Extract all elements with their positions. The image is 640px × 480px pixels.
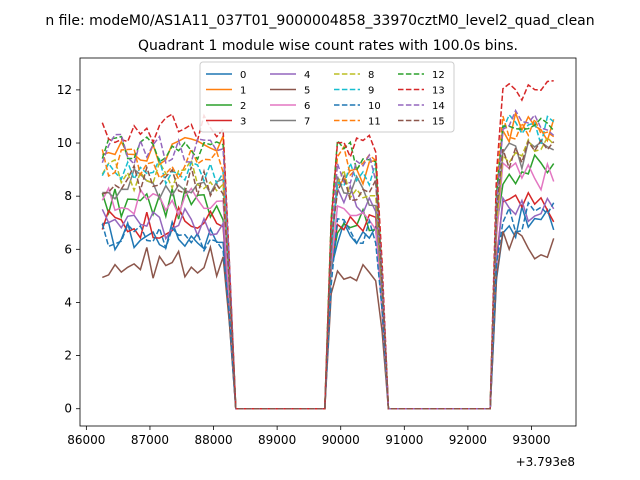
series-line-12 <box>101 117 555 410</box>
legend-box <box>199 61 455 133</box>
chart-suptitle: n file: modeM0/AS1A11_037T01_9000004858_… <box>45 13 594 29</box>
legend-label-3: 3 <box>240 117 246 128</box>
legend-label-1: 1 <box>240 86 246 97</box>
legend-label-4: 4 <box>304 70 310 81</box>
y-tick-label: 10 <box>57 136 72 150</box>
series-line-15 <box>102 138 555 410</box>
x-tick-label: 89000 <box>258 433 296 447</box>
legend-label-15: 15 <box>432 117 445 128</box>
legend-label-5: 5 <box>304 86 310 97</box>
legend-label-12: 12 <box>432 70 445 81</box>
y-tick-label: 4 <box>64 295 72 309</box>
legend-label-13: 13 <box>432 86 445 97</box>
x-tick-label: 88000 <box>194 433 232 447</box>
legend-label-2: 2 <box>240 101 246 112</box>
x-tick-label: 87000 <box>131 433 169 447</box>
x-tick-label: 92000 <box>449 433 487 447</box>
x-offset-label: +3.793e8 <box>516 455 575 469</box>
axes-frame <box>79 57 577 427</box>
y-tick-label: 8 <box>64 189 72 203</box>
x-tick-label: 90000 <box>322 433 360 447</box>
legend-label-7: 7 <box>304 117 310 128</box>
legend-label-11: 11 <box>368 117 381 128</box>
y-tick-label: 2 <box>64 349 72 363</box>
legend-label-10: 10 <box>368 101 381 112</box>
legend-label-0: 0 <box>240 70 246 81</box>
legend-label-14: 14 <box>432 101 445 112</box>
y-tick-label: 12 <box>57 83 72 97</box>
chart-title: Quadrant 1 module wise count rates with … <box>138 38 518 54</box>
legend-label-8: 8 <box>368 70 374 81</box>
y-tick-label: 0 <box>64 402 72 416</box>
y-tick-label: 6 <box>64 242 72 256</box>
legend-label-6: 6 <box>304 101 310 112</box>
x-tick-label: 93000 <box>512 433 550 447</box>
series-line-10 <box>101 200 555 410</box>
x-tick-label: 86000 <box>67 433 105 447</box>
legend-label-9: 9 <box>368 86 374 97</box>
x-tick-label: 91000 <box>385 433 423 447</box>
